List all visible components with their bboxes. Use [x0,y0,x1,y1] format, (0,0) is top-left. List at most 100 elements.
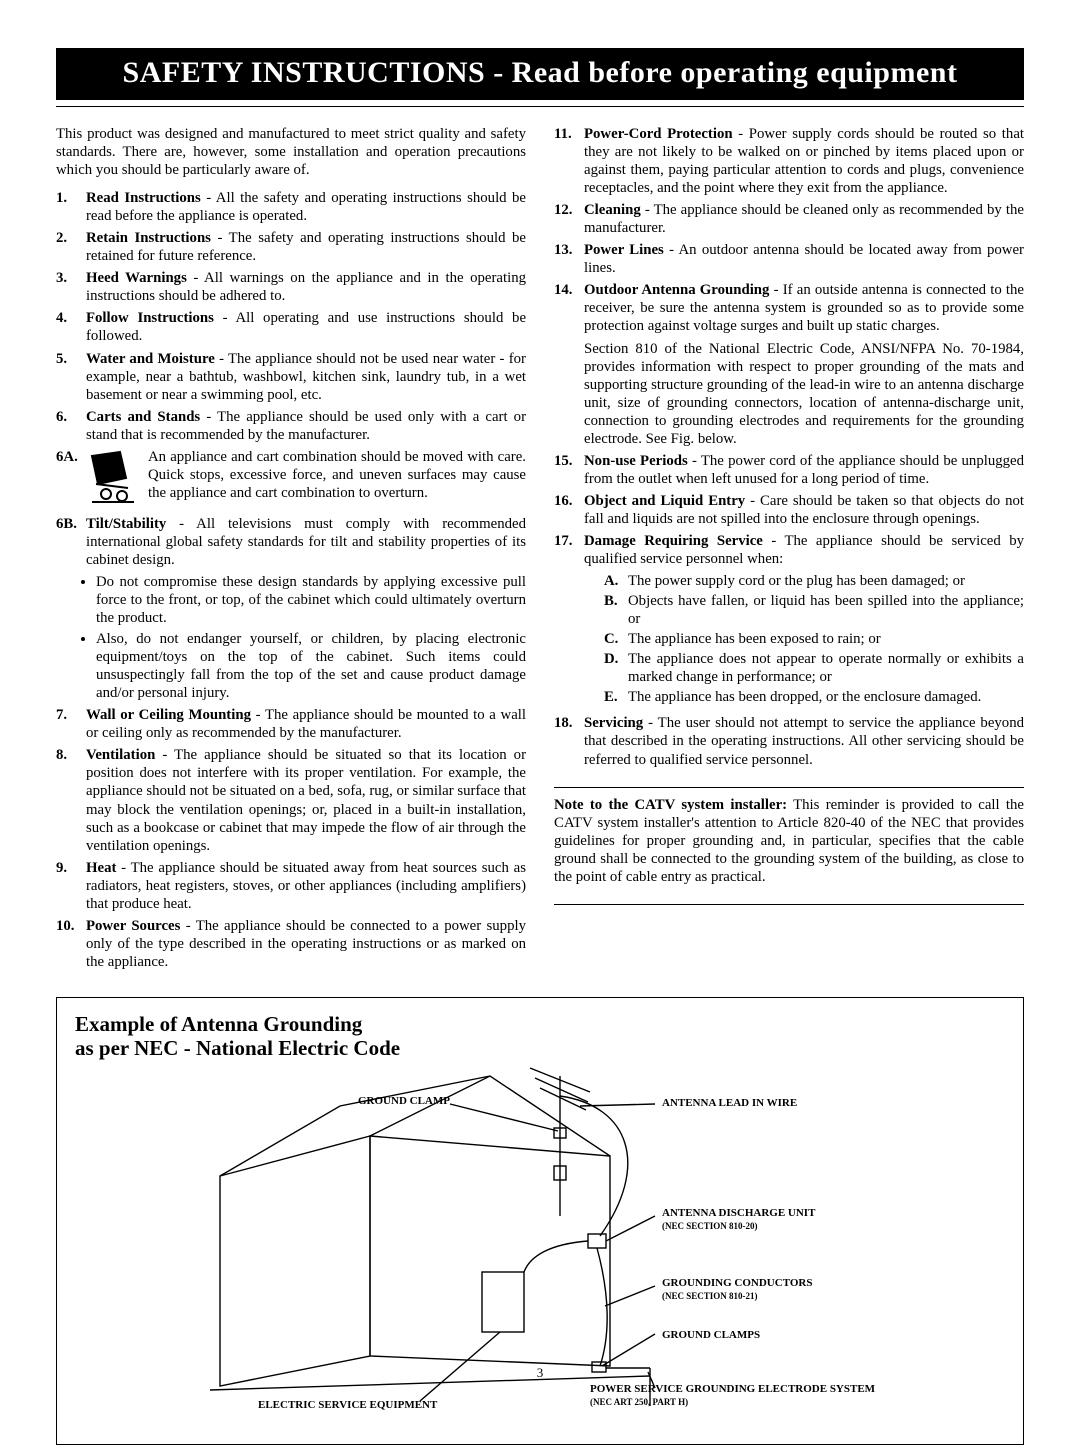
sub-text: The appliance has been dropped, or the e… [628,688,1024,706]
page: SAFETY INSTRUCTIONS - Read before operat… [0,0,1080,1397]
item-title: Ventilation [86,747,155,763]
safety-item-6a: 6A. An appliance and cart combination sh… [56,448,526,511]
safety-item: 7.Wall or Ceiling Mounting - The applian… [56,706,526,742]
item-number: 4. [56,309,86,345]
item-title: Outdoor Antenna Grounding [584,282,769,298]
item-text: - The appliance should be situated away … [86,860,526,912]
item-number: 17. [554,532,584,710]
safety-item: 14.Outdoor Antenna Grounding - If an out… [554,281,1024,447]
item-number: 7. [56,706,86,742]
sub-number: B. [604,592,628,628]
item-number: 10. [56,917,86,971]
sub-text: The appliance has been exposed to rain; … [628,630,1024,648]
item-title: Servicing [584,715,643,731]
item-number: 16. [554,492,584,528]
sub-text: The appliance does not appear to operate… [628,650,1024,686]
safety-item: 8.Ventilation - The appliance should be … [56,746,526,854]
item-14-note: Section 810 of the National Electric Cod… [584,340,1024,448]
safety-item: 10.Power Sources - The appliance should … [56,917,526,971]
item-number: 6B. [56,515,86,569]
safety-item: 6.Carts and Stands - The appliance shoul… [56,408,526,444]
item-title: Wall or Ceiling Mounting [86,707,251,723]
item-number: 2. [56,229,86,265]
item-text: - The user should not attempt to service… [584,715,1024,767]
sub-item: D.The appliance does not appear to opera… [604,650,1024,686]
sub-number: A. [604,572,628,590]
safety-item: 4.Follow Instructions - All operating an… [56,309,526,345]
item-number: 18. [554,714,584,768]
label-power-electrode-sub: (NEC ART 250, PART H) [590,1397,688,1407]
item-number: 14. [554,281,584,447]
item-number: 13. [554,241,584,277]
safety-item-6b: 6B.Tilt/Stability - All televisions must… [56,515,526,569]
label-ground-clamp-top: GROUND CLAMP [358,1095,450,1107]
sub-item: B.Objects have fallen, or liquid has bee… [604,592,1024,628]
item-text: An appliance and cart combination should… [148,448,526,511]
item-number: 11. [554,125,584,197]
item-title: Water and Moisture [86,351,215,367]
safety-item: 17.Damage Requiring Service - The applia… [554,532,1024,710]
item-title: Cleaning [584,202,641,218]
safety-list-left-a: 1.Read Instructions - All the safety and… [56,189,526,444]
item-title: Tilt/Stability [86,516,166,532]
item-text: - The appliance should be cleaned only a… [584,202,1024,236]
safety-6b-bullets: Do not compromise these design standards… [56,573,526,702]
item-title: Heat [86,860,116,876]
label-discharge-unit-sub: (NEC SECTION 810-20) [662,1221,758,1231]
sub-item: A.The power supply cord or the plug has … [604,572,1024,590]
item-title: Carts and Stands [86,409,200,425]
cart-tip-icon [86,448,148,511]
safety-item: 1.Read Instructions - All the safety and… [56,189,526,225]
item-title: Heed Warnings [86,270,187,286]
item-title: Non-use Periods [584,453,688,469]
figure-title-line1: Example of Antenna Grounding [75,1012,362,1036]
safety-list-right-b: 15.Non-use Periods - The power cord of t… [554,452,1024,769]
note-separator-top [554,787,1024,788]
label-electric-service: ELECTRIC SERVICE EQUIPMENT [258,1399,438,1411]
label-discharge-unit: ANTENNA DISCHARGE UNIT [662,1207,816,1219]
safety-list-left-b: 7.Wall or Ceiling Mounting - The applian… [56,706,526,971]
sub-text: The power supply cord or the plug has be… [628,572,1024,590]
figure-title-line2: as per NEC - National Electric Code [75,1036,400,1060]
sub-number: C. [604,630,628,648]
item-17-sublist: A.The power supply cord or the plug has … [604,572,1024,706]
label-grounding-conductors: GROUNDING CONDUCTORS [662,1277,812,1289]
safety-item: 16.Object and Liquid Entry - Care should… [554,492,1024,528]
bullet-item: Also, do not endanger yourself, or child… [96,630,526,702]
label-ground-clamps: GROUND CLAMPS [662,1329,760,1341]
two-column-layout: This product was designed and manufactur… [56,125,1024,975]
item-title: Power Sources [86,918,180,934]
item-number: 3. [56,269,86,305]
item-number: 9. [56,859,86,913]
item-number: 6A. [56,448,86,511]
sub-text: Objects have fallen, or liquid has been … [628,592,1024,628]
item-title: Power-Cord Protection [584,126,733,142]
catv-note: Note to the CATV system installer: This … [554,796,1024,886]
safety-item: 13.Power Lines - An outdoor antenna shou… [554,241,1024,277]
figure-title: Example of Antenna Grounding as per NEC … [75,1012,1005,1060]
safety-item: 3.Heed Warnings - All warnings on the ap… [56,269,526,305]
item-number: 8. [56,746,86,854]
item-number: 1. [56,189,86,225]
safety-list-right-a: 11.Power-Cord Protection - Power supply … [554,125,1024,448]
header-rule [56,106,1024,107]
item-title: Damage Requiring Service [584,533,763,549]
page-header-band: SAFETY INSTRUCTIONS - Read before operat… [56,48,1024,100]
item-title: Follow Instructions [86,310,214,326]
sub-number: E. [604,688,628,706]
item-title: Object and Liquid Entry [584,493,745,509]
left-column: This product was designed and manufactur… [56,125,526,975]
safety-item: 9.Heat - The appliance should be situate… [56,859,526,913]
label-antenna-lead: ANTENNA LEAD IN WIRE [662,1097,797,1109]
sub-number: D. [604,650,628,686]
right-column: 11.Power-Cord Protection - Power supply … [554,125,1024,975]
item-number: 6. [56,408,86,444]
item-number: 5. [56,350,86,404]
safety-item: 12.Cleaning - The appliance should be cl… [554,201,1024,237]
note-separator-bottom [554,904,1024,905]
item-number: 12. [554,201,584,237]
label-power-electrode: POWER SERVICE GROUNDING ELECTRODE SYSTEM [590,1383,876,1395]
page-number: 3 [0,1365,1080,1381]
item-title: Read Instructions [86,190,201,206]
label-grounding-conductors-sub: (NEC SECTION 810-21) [662,1291,758,1301]
